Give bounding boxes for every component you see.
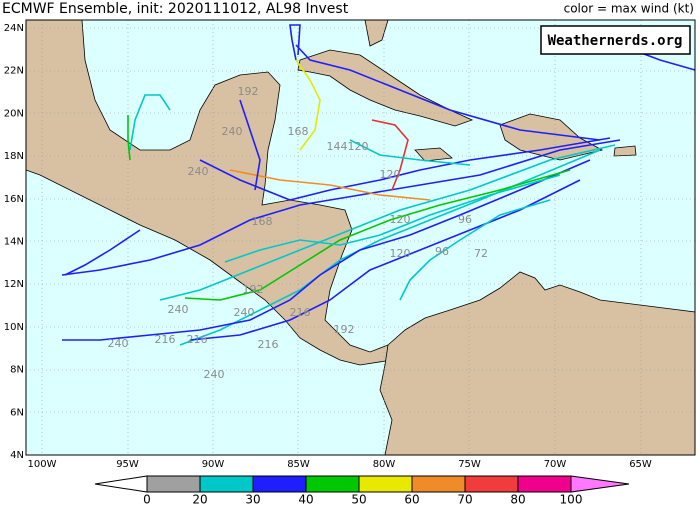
- hour-label: 96: [458, 213, 472, 226]
- hour-label: 96: [435, 245, 449, 258]
- colorbar-segment: [464, 475, 519, 493]
- lat-label: 22N: [4, 66, 24, 77]
- colorbar-label: 60: [404, 493, 419, 506]
- track: [295, 44, 601, 141]
- lat-label: 8N: [10, 365, 24, 376]
- track: [239, 99, 261, 191]
- hour-label: 72: [474, 247, 488, 260]
- track: [159, 144, 616, 301]
- hour-label: 240: [204, 368, 225, 381]
- hour-label: 168: [252, 215, 273, 228]
- coastlines: [25, 19, 696, 456]
- cuba: [297, 49, 474, 127]
- hour-label: 144: [327, 140, 348, 153]
- track: [224, 174, 561, 263]
- hour-label: 240: [168, 303, 189, 316]
- jamaica: [414, 147, 453, 162]
- axis-labels: 24N 22N 20N 18N 16N 14N 12N 10N 8N 6N 4N 100W 95W 90W…: [4, 23, 652, 470]
- lon-label: 65W: [629, 459, 652, 470]
- hour-label: 192: [238, 85, 259, 98]
- hispaniola: [499, 113, 604, 161]
- lat-label: 14N: [4, 237, 24, 248]
- color-note: color = max wind (kt): [564, 2, 694, 16]
- track: [184, 169, 571, 301]
- track: [371, 119, 409, 191]
- colorbar-segment: [358, 475, 413, 493]
- grid: [26, 20, 695, 455]
- puerto-rico: [613, 145, 637, 157]
- colorbar: 0 20 30 40 50 60 70 80 100: [94, 475, 630, 506]
- colorbar-label: 70: [457, 493, 472, 506]
- lon-label: 90W: [202, 459, 225, 470]
- track: [229, 169, 431, 201]
- south-america: [379, 271, 696, 456]
- track: [129, 94, 171, 151]
- hour-label: 240: [188, 165, 209, 178]
- track: [289, 24, 301, 61]
- watermark: Weathernerds.org: [548, 33, 683, 49]
- forecast-hour-labels: 192 240 168 144 120 120 240 168 120 96 9…: [108, 85, 489, 381]
- hour-label: 240: [222, 125, 243, 138]
- colorbar-label: 80: [510, 493, 525, 506]
- lon-label: 85W: [287, 459, 310, 470]
- colorbar-label: 100: [560, 493, 583, 506]
- colorbar-label: 30: [245, 493, 260, 506]
- lat-label: 16N: [4, 194, 24, 205]
- track: [399, 199, 551, 301]
- colorbar-segment: [517, 475, 572, 493]
- track: [61, 139, 621, 276]
- lat-label: 4N: [10, 450, 24, 461]
- hour-label: 120: [390, 247, 411, 260]
- hour-label: 168: [288, 125, 309, 138]
- ensemble-tracks: [61, 24, 696, 346]
- hour-label: 216: [258, 338, 279, 351]
- lon-label: 80W: [373, 459, 396, 470]
- hour-label: 216: [290, 306, 311, 319]
- hour-label: 120: [380, 168, 401, 181]
- colorbar-label: 40: [298, 493, 313, 506]
- watermark-box: [540, 25, 691, 55]
- colorbar-segment: [146, 475, 201, 493]
- lat-label: 24N: [4, 23, 24, 34]
- lat-label: 12N: [4, 279, 24, 290]
- track: [199, 137, 611, 201]
- track: [62, 159, 591, 341]
- colorbar-segment: [305, 475, 360, 493]
- lat-label: 10N: [4, 322, 24, 333]
- colorbar-label: 20: [192, 493, 207, 506]
- hour-label: 216: [155, 333, 176, 346]
- hour-label: 192: [243, 283, 264, 296]
- hour-label: 120: [390, 213, 411, 226]
- colorbar-segment: [199, 475, 254, 493]
- colorbar-high-arrow: [570, 475, 630, 493]
- colorbar-segment: [411, 475, 466, 493]
- map-frame: [25, 19, 696, 456]
- hour-label: 216: [187, 333, 208, 346]
- track: [64, 229, 141, 276]
- colorbar-segment: [252, 475, 307, 493]
- hour-label: 192: [334, 323, 355, 336]
- central-america: [25, 19, 393, 366]
- lon-label: 95W: [116, 459, 139, 470]
- lon-label: 75W: [458, 459, 481, 470]
- hour-label: 120: [348, 140, 369, 153]
- lat-label: 20N: [4, 108, 24, 119]
- track: [295, 59, 321, 151]
- title: ECMWF Ensemble, init: 2020111012, AL98 I…: [2, 1, 349, 17]
- lon-label: 70W: [544, 459, 567, 470]
- track: [349, 139, 471, 166]
- colorbar-label: 0: [143, 493, 151, 506]
- track: [189, 179, 581, 341]
- colorbar-label: 50: [351, 493, 366, 506]
- hour-label: 240: [234, 306, 255, 319]
- lat-label: 6N: [10, 407, 24, 418]
- lon-label: 100W: [28, 459, 57, 470]
- hour-label: 240: [108, 337, 129, 350]
- lat-label: 18N: [4, 151, 24, 162]
- track: [127, 115, 131, 161]
